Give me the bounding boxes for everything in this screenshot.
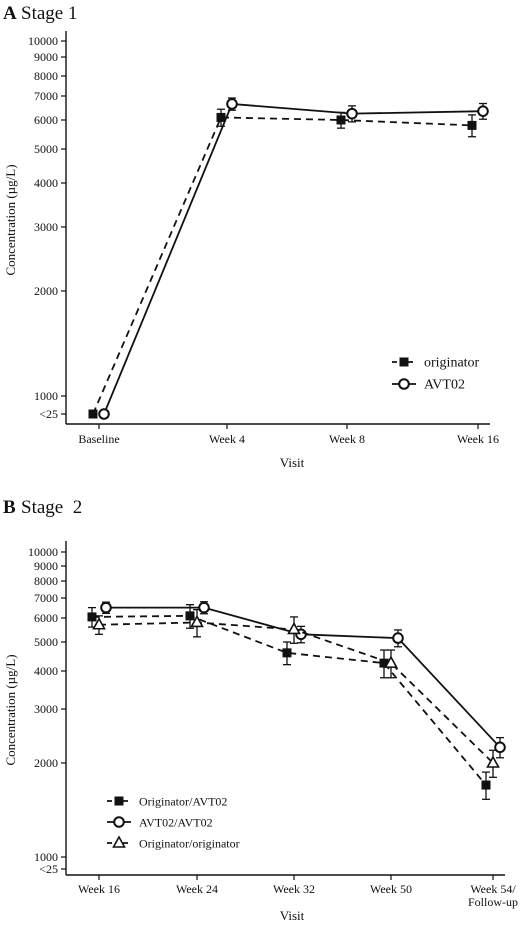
panel-a-point <box>336 115 346 125</box>
panel-a-stage-1: A Stage 1 Concentration (µg/L) Visit <25… <box>3 3 499 470</box>
panel-b-legend-label: AVT02/AVT02 <box>139 816 213 830</box>
panel-a-y-tick-label: 1000 <box>34 389 58 403</box>
panel-a-point <box>216 112 226 122</box>
panel-b-legend: Originator/AVT02 AVT02/AVT02 Originator/or… <box>107 795 240 851</box>
panel-b-legend-marker <box>113 816 125 828</box>
panel-b-series-line <box>91 614 487 786</box>
panel-b-legend-label: Originator/originator <box>139 837 240 851</box>
panel-a-y-tick-label: 6000 <box>34 113 58 127</box>
panel-a-series-circle <box>98 97 489 420</box>
panel-a-point <box>98 408 110 420</box>
panel-a-series-line <box>92 116 473 415</box>
panel-b-point <box>481 780 491 790</box>
panel-a-y-axis-title: Concentration (µg/L) <box>3 164 18 275</box>
panel-b-point <box>282 648 292 658</box>
panel-b-point <box>494 741 506 754</box>
panel-b-legend-marker <box>112 835 126 848</box>
panel-b-y-axis-title: Concentration (µg/L) <box>3 654 18 765</box>
panel-a-point <box>467 120 477 130</box>
panel-a-point <box>88 409 98 419</box>
panel-b-y-tick-label: 7000 <box>34 591 58 605</box>
panel-a-y-tick-label: 7000 <box>34 89 58 103</box>
panel-b-title: Stage 2 <box>21 497 82 518</box>
panel-a-legend-label: AVT02 <box>424 378 465 393</box>
panel-a-y-tick-label: 3000 <box>34 220 58 234</box>
panel-b-x-tick-label: Week 24 <box>176 882 218 896</box>
panel-b-point <box>198 601 210 614</box>
panel-b-y-tick-label: <25 <box>39 862 58 876</box>
panel-b-point <box>384 655 398 668</box>
panel-b-y-tick-label: 10000 <box>28 545 58 559</box>
panel-b-point <box>185 611 195 621</box>
panel-b-y-tick-label: 5000 <box>34 635 58 649</box>
panel-a-point <box>477 105 489 117</box>
panel-a-x-tick-label: Week 16 <box>457 432 499 446</box>
panel-a-y-tick-label: 10000 <box>28 34 58 48</box>
panel-b-series-triangle <box>92 608 500 778</box>
panel-b-y-tick-label: 9000 <box>34 559 58 573</box>
panel-b-y-tick-label: 6000 <box>34 611 58 625</box>
panel-b-point <box>190 614 204 628</box>
panel-a-y-tick-label: 4000 <box>34 176 58 190</box>
panel-a-series-line <box>103 103 484 415</box>
panel-b-point <box>287 621 301 635</box>
panel-b-y-tick-label: 2000 <box>34 756 58 770</box>
panel-b-point <box>379 658 389 668</box>
panel-b-x-tick-label: Week 54/ <box>470 882 516 896</box>
panel-b-y-tick-label: 1000 <box>34 850 58 864</box>
panel-a-y-tick-label: 9000 <box>34 50 58 64</box>
panel-b-legend-marker <box>114 796 124 806</box>
panel-b-point <box>87 612 97 622</box>
panel-a-point <box>346 107 358 120</box>
panel-b-letter: B <box>3 497 16 518</box>
panel-a-plot-area: <25 1000 2000 3000 4000 5000 6000 7000 8000 9000 1… <box>28 31 499 446</box>
panel-b-point <box>92 617 106 630</box>
panel-a-y-tick-label: 2000 <box>34 284 58 298</box>
panel-b-point <box>486 755 500 768</box>
panel-a-legend: originator AVT02 <box>392 356 480 393</box>
panel-b-point <box>100 601 112 614</box>
panel-a-y-tick-label: <25 <box>39 407 58 421</box>
panel-a-legend-label: originator <box>424 356 480 371</box>
panel-b-x-tick-label: Week 16 <box>78 882 120 896</box>
panel-a-series-square <box>88 108 477 419</box>
panel-b-y-tick-label: 3000 <box>34 702 58 716</box>
panel-a-x-tick-label: Week 4 <box>209 432 245 446</box>
panel-b-x-tick-label: Week 50 <box>370 882 412 896</box>
panel-a-legend-marker <box>399 357 409 367</box>
panel-a-title: Stage 1 <box>21 3 77 24</box>
panel-b-series-square <box>87 604 491 800</box>
panel-a-x-tick-label: Week 8 <box>329 432 365 446</box>
panel-a-x-tick-label: Baseline <box>78 432 119 446</box>
panel-b-point <box>392 632 404 644</box>
panel-a-y-tick-label: 5000 <box>34 142 58 156</box>
panel-b-y-tick-label: 4000 <box>34 664 58 678</box>
panel-a-y-tick-label: 8000 <box>34 69 58 83</box>
panel-b-legend-label: Originator/AVT02 <box>139 795 227 809</box>
panel-b-series-line <box>106 606 501 748</box>
panel-b-x-tick-label: Week 32 <box>273 882 315 896</box>
panel-a-legend-marker <box>398 378 410 390</box>
panel-b-x-axis-title: Visit <box>280 908 305 923</box>
panel-a-letter: A <box>3 3 17 24</box>
panel-a-x-axis-title: Visit <box>280 455 305 470</box>
panel-b-x-tick-label: Follow-up <box>468 895 518 909</box>
panel-a-point <box>226 98 238 110</box>
panel-b-stage-2: B Stage 2 Concentration (µg/L) Visit <25… <box>3 497 518 923</box>
panel-b-y-tick-label: 8000 <box>34 574 58 588</box>
panel-b-series-circle <box>100 601 506 759</box>
